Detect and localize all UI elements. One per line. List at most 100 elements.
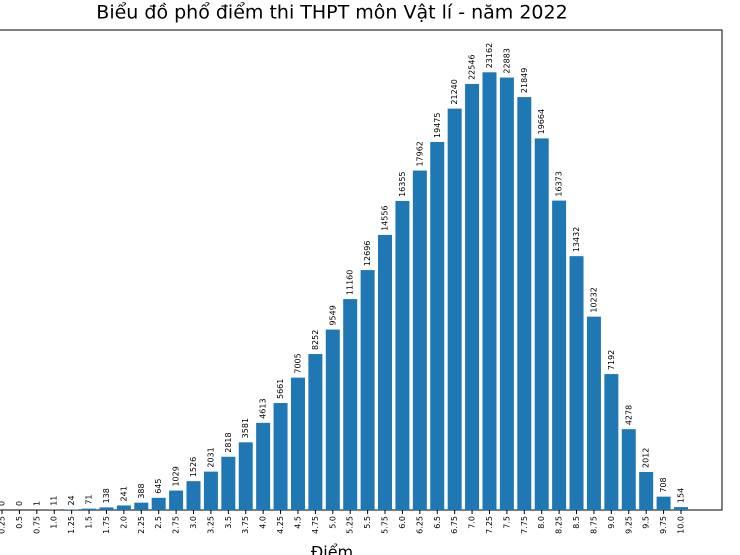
value-label: 22883 [502, 48, 511, 73]
bar [569, 256, 584, 510]
bar [290, 377, 305, 510]
x-tick-label: 3.25 [206, 516, 215, 534]
bar [586, 316, 601, 510]
bar [673, 507, 688, 510]
x-tick-label: 2.25 [137, 516, 146, 534]
value-label: 16373 [555, 171, 564, 196]
value-label: 21240 [450, 79, 459, 104]
value-label: 2012 [642, 448, 651, 468]
x-tick-label: 2.5 [154, 516, 163, 529]
x-tick-label: 7.75 [520, 516, 529, 534]
x-tick-label: 9.25 [624, 516, 633, 534]
bar [378, 234, 393, 511]
bar [604, 374, 619, 510]
x-tick-label: 6.75 [450, 516, 459, 534]
value-label: 1029 [172, 466, 181, 486]
x-tick-label: 8.25 [555, 516, 564, 534]
value-label: 154 [676, 488, 685, 503]
bar [360, 270, 375, 510]
x-tick-label: 6.0 [398, 516, 407, 529]
value-label: 241 [119, 486, 128, 501]
value-label: 5661 [276, 379, 285, 399]
bar [116, 505, 131, 510]
value-label: 21849 [520, 68, 529, 93]
bar [430, 141, 445, 510]
x-tick-label: 4.75 [311, 516, 320, 534]
x-tick-label: 10.0 [676, 516, 685, 534]
value-label: 9549 [328, 305, 337, 325]
x-tick-label: 1.25 [67, 516, 76, 534]
x-tick-label: 1.0 [50, 516, 59, 529]
x-tick-label: 8.5 [572, 516, 581, 529]
bar [221, 456, 236, 510]
value-label: 19475 [433, 113, 442, 138]
value-label: 4613 [259, 398, 268, 418]
x-tick-label: 0.25 [0, 516, 7, 534]
x-tick-label: 5.0 [328, 516, 337, 529]
value-label: 0 [0, 501, 7, 506]
bar [186, 481, 201, 510]
value-label: 14556 [381, 205, 390, 230]
value-label: 388 [137, 483, 146, 498]
x-tick-label: 7.5 [502, 516, 511, 529]
x-tick-label: 9.0 [607, 516, 616, 529]
bar [134, 502, 149, 510]
bar [499, 77, 514, 510]
x-tick-label: 8.75 [589, 516, 598, 534]
x-tick-label: 1.75 [102, 516, 111, 534]
bar [343, 299, 358, 510]
value-label: 11 [50, 496, 59, 506]
value-label: 138 [102, 488, 111, 503]
bar [203, 471, 218, 510]
bar [151, 497, 166, 510]
x-tick-label: 8.0 [537, 516, 546, 529]
bar [465, 83, 480, 510]
bar [447, 108, 462, 511]
bar [99, 507, 114, 510]
x-tick-label: 4.5 [293, 516, 302, 529]
bar [238, 442, 253, 510]
bar [169, 490, 184, 510]
bar [325, 329, 340, 510]
x-tick-label: 0.75 [32, 516, 41, 534]
x-tick-label: 6.5 [433, 516, 442, 529]
value-label: 4278 [624, 405, 633, 425]
value-label: 3581 [241, 418, 250, 438]
value-label: 708 [659, 477, 668, 492]
value-label: 23162 [485, 43, 494, 68]
value-label: 1526 [189, 457, 198, 477]
x-tick-label: 2.75 [172, 516, 181, 534]
x-tick-label: 7.25 [485, 516, 494, 534]
value-label: 2031 [206, 447, 215, 467]
value-label: 7192 [607, 350, 616, 370]
bar [412, 170, 427, 511]
x-tick-label: 0.5 [15, 516, 24, 529]
value-label: 13432 [572, 227, 581, 252]
bar [552, 200, 567, 510]
bar [273, 403, 288, 510]
bar [534, 138, 549, 510]
x-tick-label: 5.5 [363, 516, 372, 529]
value-label: 71 [85, 494, 94, 504]
bar [656, 496, 671, 510]
x-tick-label: 5.25 [346, 516, 355, 534]
bar [256, 422, 271, 510]
x-tick-label: 5.75 [381, 516, 390, 534]
chart-title: Biểu đồ phổ điểm thi THPT môn Vật lí - n… [96, 2, 567, 24]
value-label: 0 [15, 501, 24, 506]
value-label: 645 [154, 479, 163, 494]
bar [621, 429, 636, 510]
value-label: 8252 [311, 330, 320, 350]
x-tick-label: 4.0 [259, 516, 268, 529]
x-axis-label: Điểm [311, 543, 353, 555]
value-label: 11160 [346, 270, 355, 295]
bar [517, 97, 532, 510]
x-tick-label: 9.75 [659, 516, 668, 534]
bar [482, 72, 497, 511]
x-tick-label: 3.0 [189, 516, 198, 529]
value-label: 10232 [589, 287, 598, 312]
bar [639, 471, 654, 510]
value-label: 2818 [224, 432, 233, 452]
bar [308, 354, 323, 510]
